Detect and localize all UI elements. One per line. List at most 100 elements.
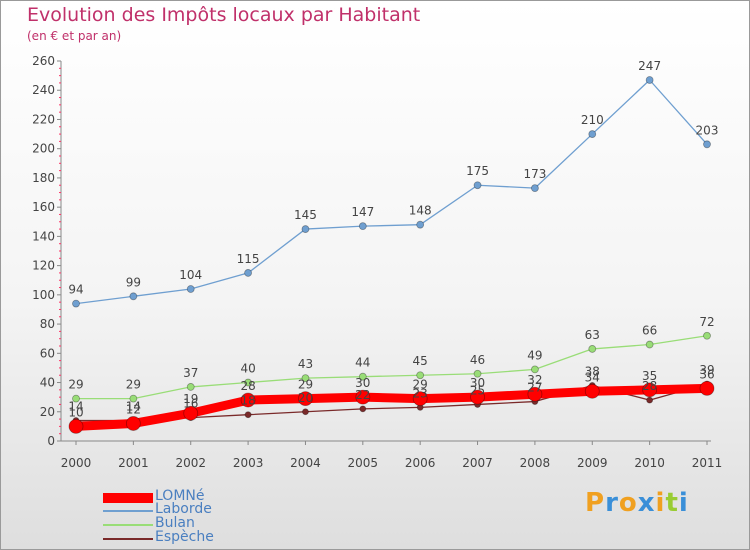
data-point [358, 222, 367, 231]
series-line [71, 383, 712, 431]
data-label: 44 [355, 356, 370, 370]
legend-swatch [103, 493, 153, 503]
data-point [72, 299, 80, 308]
data-point [183, 405, 199, 421]
data-point [301, 374, 310, 383]
x-tick-label: 2009 [577, 456, 608, 470]
legend-label: LOMNé [155, 488, 205, 504]
data-point [129, 394, 138, 403]
legend-swatch [103, 524, 153, 526]
data-point [642, 382, 658, 398]
data-label: 22 [355, 388, 370, 402]
series-line [75, 79, 708, 305]
data-point [129, 292, 138, 301]
data-label: 99 [126, 275, 141, 289]
data-point [699, 380, 715, 396]
data-label: 38 [585, 364, 600, 378]
data-label: 39 [699, 363, 714, 377]
y-tick-label: 20 [40, 405, 55, 419]
data-point [355, 389, 371, 405]
data-label: 173 [523, 167, 546, 181]
data-label: 19 [183, 392, 198, 406]
data-label: 49 [527, 348, 542, 362]
logo-letter: x [637, 488, 656, 518]
legend-label: Laborde [155, 501, 212, 517]
data-label: 45 [413, 354, 428, 368]
data-label: 30 [470, 376, 485, 390]
data-label: 29 [413, 378, 428, 392]
data-point [186, 383, 195, 391]
data-point [588, 345, 597, 353]
data-label: 36 [699, 367, 714, 381]
y-tick-label: 40 [40, 376, 55, 390]
data-point [531, 365, 539, 374]
data-point [645, 76, 654, 84]
data-point [358, 372, 367, 381]
legend-swatch [103, 510, 153, 512]
y-tick-label: 180 [32, 171, 55, 185]
logo-letter: o [618, 488, 638, 518]
data-label: 14 [68, 400, 83, 414]
data-point [473, 181, 482, 190]
data-label: 148 [409, 204, 432, 218]
y-tick-label: 120 [32, 259, 55, 273]
data-label: 20 [298, 391, 313, 405]
x-tick-label: 2001 [118, 456, 149, 470]
data-point [359, 405, 367, 413]
data-point [416, 220, 425, 229]
data-label: 210 [581, 113, 604, 127]
chart-title: Evolution des Impôts locaux par Habitant [27, 4, 421, 26]
y-tick-label: 60 [40, 346, 55, 360]
x-tick-label: 2000 [61, 456, 92, 470]
data-label: 28 [240, 379, 255, 393]
data-label: 25 [470, 383, 485, 397]
x-tick-label: 2010 [634, 456, 665, 470]
data-point [301, 225, 310, 233]
data-label: 32 [527, 373, 542, 387]
data-point [703, 331, 711, 340]
data-point [412, 391, 428, 407]
data-label: 18 [240, 394, 255, 408]
x-tick-label: 2005 [348, 456, 379, 470]
data-label: 29 [298, 378, 313, 392]
logo-letter: P [585, 488, 606, 518]
data-label: 63 [585, 328, 600, 342]
data-label: 12 [126, 402, 141, 416]
logo-letter: t [665, 488, 679, 518]
x-tick-label: 2004 [290, 456, 321, 470]
data-point [703, 140, 711, 149]
data-label: 10 [68, 405, 83, 419]
y-tick-label: 260 [32, 54, 55, 68]
data-point [240, 392, 256, 408]
data-label: 37 [183, 366, 198, 380]
data-point [473, 369, 482, 378]
y-tick-label: 140 [32, 229, 55, 243]
y-tick-label: 0 [47, 434, 55, 448]
y-tick-label: 160 [32, 200, 55, 214]
legend-swatch [103, 538, 153, 540]
data-label: 72 [699, 315, 714, 329]
data-label: 27 [527, 381, 542, 395]
data-point [298, 391, 313, 407]
data-point [470, 389, 485, 405]
proxiti-logo: Proxiti [585, 488, 689, 518]
data-label: 28 [642, 379, 657, 393]
x-tick-label: 2011 [692, 456, 723, 470]
y-tick-label: 100 [32, 288, 55, 302]
data-label: 104 [179, 268, 202, 282]
data-point [416, 371, 425, 380]
data-label: 247 [638, 59, 661, 73]
data-label: 30 [355, 376, 370, 390]
y-tick-label: 240 [32, 83, 55, 97]
data-label: 203 [696, 123, 719, 137]
data-label: 46 [470, 353, 485, 367]
x-tick-label: 2007 [462, 456, 493, 470]
data-point [72, 394, 80, 403]
x-tick-label: 2008 [520, 456, 551, 470]
data-label: 14 [126, 400, 141, 414]
series-line [75, 335, 708, 400]
data-point [186, 285, 195, 293]
data-label: 43 [298, 357, 313, 371]
